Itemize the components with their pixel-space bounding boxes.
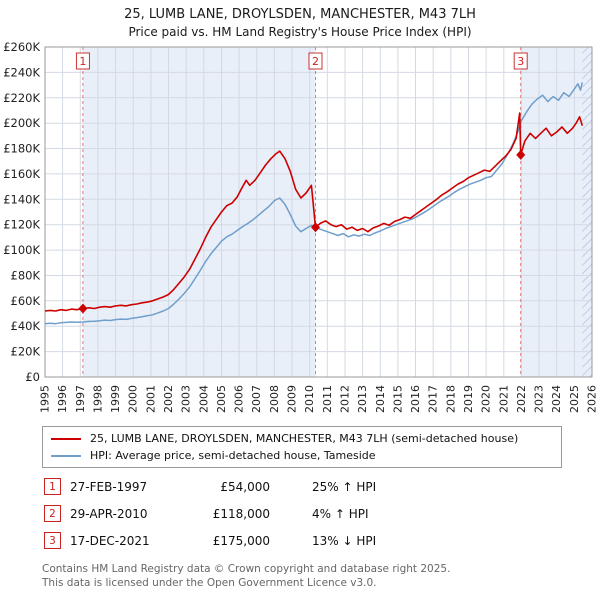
sales-table: 1 27-FEB-1997 £54,000 25% ↑ HPI 2 29-APR… [44, 478, 600, 549]
price-chart: 1 2 3 £0 £20K £40K £60K £80K £100K £120K £140K £160… [3, 41, 599, 413]
svg-text:2001: 2001 [144, 385, 157, 413]
svg-text:2012: 2012 [338, 385, 351, 413]
svg-text:2010: 2010 [303, 385, 316, 413]
table-row: 3 17-DEC-2021 £175,000 13% ↓ HPI [44, 532, 600, 549]
svg-text:1996: 1996 [56, 385, 69, 413]
svg-text:1997: 1997 [74, 385, 87, 413]
page-title: 25, LUMB LANE, DROYLSDEN, MANCHESTER, M4… [124, 7, 476, 22]
sale-number-badge: 3 [44, 532, 61, 549]
svg-text:£260K: £260K [3, 41, 40, 54]
svg-text:2017: 2017 [427, 385, 440, 413]
svg-text:2007: 2007 [250, 385, 263, 413]
svg-text:2013: 2013 [356, 385, 369, 413]
svg-text:2026: 2026 [586, 385, 599, 413]
svg-text:1998: 1998 [91, 385, 104, 413]
svg-text:£40K: £40K [11, 319, 41, 333]
legend-label-property: 25, LUMB LANE, DROYLSDEN, MANCHESTER, M4… [90, 432, 519, 445]
svg-text:£160K: £160K [3, 167, 40, 181]
svg-text:£180K: £180K [3, 142, 40, 156]
svg-text:2023: 2023 [533, 385, 546, 413]
sale-price: £118,000 [212, 506, 270, 521]
svg-text:2000: 2000 [127, 385, 140, 413]
svg-text:3: 3 [517, 55, 524, 68]
svg-text:2003: 2003 [180, 385, 193, 413]
svg-text:2002: 2002 [162, 385, 175, 413]
svg-text:£0: £0 [25, 370, 40, 384]
sale-date: 29-APR-2010 [70, 506, 148, 521]
footer-line-2: This data is licensed under the Open Gov… [42, 577, 377, 590]
svg-text:£100K: £100K [3, 243, 40, 257]
table-row: 1 27-FEB-1997 £54,000 25% ↑ HPI [44, 478, 600, 495]
svg-text:2008: 2008 [268, 385, 281, 413]
svg-text:1: 1 [79, 55, 86, 68]
chart-legend: 25, LUMB LANE, DROYLSDEN, MANCHESTER, M4… [42, 426, 562, 468]
sale-price: £54,000 [220, 479, 270, 494]
table-row: 2 29-APR-2010 £118,000 4% ↑ HPI [44, 505, 600, 522]
page-subtitle: Price paid vs. HM Land Registry's House … [128, 25, 472, 39]
sale-hpi-delta: 13% ↓ HPI [312, 533, 377, 548]
svg-text:2020: 2020 [480, 385, 493, 413]
sale-number-badge: 1 [44, 478, 61, 495]
sale-hpi-delta: 25% ↑ HPI [312, 479, 377, 494]
svg-text:2006: 2006 [233, 385, 246, 413]
svg-text:£60K: £60K [11, 294, 41, 308]
hpi-line-swatch [51, 454, 81, 457]
svg-text:2022: 2022 [515, 385, 528, 413]
svg-text:2024: 2024 [550, 385, 563, 413]
svg-text:1995: 1995 [39, 385, 52, 413]
license-footer: Contains HM Land Registry data © Crown c… [42, 562, 600, 590]
sale-date: 27-FEB-1997 [70, 479, 148, 494]
svg-text:£140K: £140K [3, 192, 40, 206]
svg-text:£240K: £240K [3, 65, 40, 79]
svg-text:2009: 2009 [286, 385, 299, 413]
svg-text:2005: 2005 [215, 385, 228, 413]
chart-header: 25, LUMB LANE, DROYLSDEN, MANCHESTER, M4… [0, 0, 600, 39]
svg-text:2018: 2018 [444, 385, 457, 413]
property-line-swatch [51, 437, 81, 440]
svg-text:2015: 2015 [391, 385, 404, 413]
sale-hpi-delta: 4% ↑ HPI [312, 506, 369, 521]
svg-text:£120K: £120K [3, 218, 40, 232]
svg-text:£80K: £80K [11, 268, 41, 282]
svg-text:2025: 2025 [568, 385, 581, 413]
legend-label-hpi: HPI: Average price, semi-detached house,… [90, 449, 376, 462]
svg-text:2004: 2004 [197, 385, 210, 413]
svg-text:2011: 2011 [321, 385, 334, 413]
svg-text:2014: 2014 [374, 385, 387, 413]
footer-line-1: Contains HM Land Registry data © Crown c… [42, 563, 451, 575]
sale-date: 17-DEC-2021 [70, 533, 150, 548]
svg-text:£20K: £20K [11, 345, 41, 359]
sale-number-badge: 2 [44, 505, 61, 522]
svg-text:£200K: £200K [3, 116, 40, 130]
svg-text:2: 2 [312, 55, 319, 68]
svg-text:1999: 1999 [109, 385, 122, 413]
legend-item-property: 25, LUMB LANE, DROYLSDEN, MANCHESTER, M4… [51, 432, 553, 445]
svg-text:2016: 2016 [409, 385, 422, 413]
sale-price: £175,000 [212, 533, 270, 548]
svg-text:2021: 2021 [497, 385, 510, 413]
svg-text:£220K: £220K [3, 91, 40, 105]
legend-item-hpi: HPI: Average price, semi-detached house,… [51, 449, 553, 462]
svg-text:2019: 2019 [462, 385, 475, 413]
